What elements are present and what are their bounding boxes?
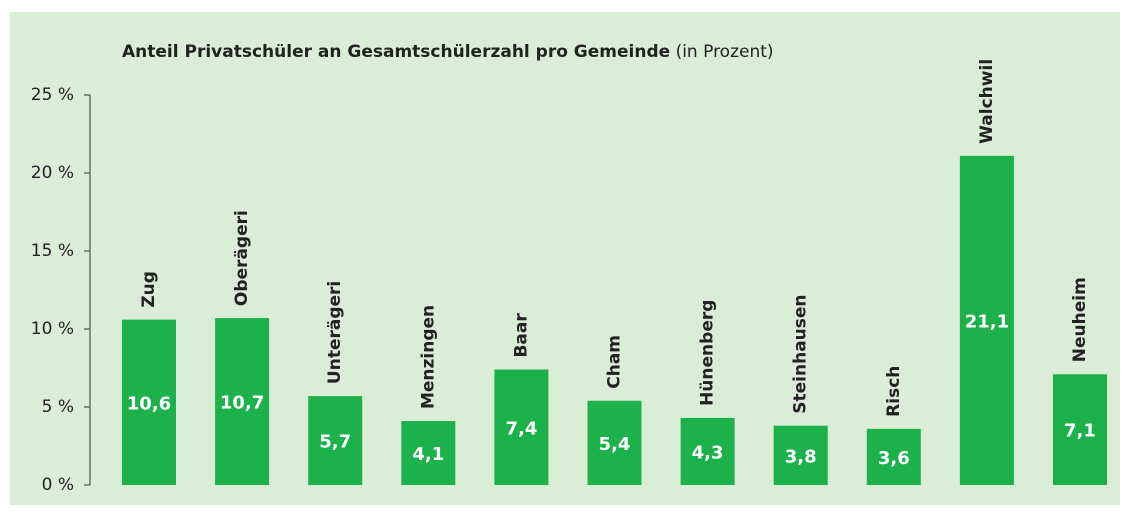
value-label: 21,1 xyxy=(965,311,1009,332)
bar xyxy=(494,369,549,485)
bar xyxy=(308,396,363,485)
bar xyxy=(215,318,270,485)
category-label: Neuheim xyxy=(1070,277,1090,362)
chart-title-group: Anteil Privatschüler an Gesamtschülerzah… xyxy=(122,42,774,62)
bar xyxy=(680,417,735,485)
value-label: 3,6 xyxy=(878,448,910,469)
category-label: Baar xyxy=(511,313,531,358)
bar xyxy=(866,428,921,485)
bar xyxy=(401,421,456,485)
category-label: Unterägeri xyxy=(325,281,345,384)
bar xyxy=(122,319,176,485)
value-label: 10,7 xyxy=(220,393,264,414)
bar xyxy=(587,400,642,485)
category-label: Cham xyxy=(605,335,625,389)
category-label: Menzingen xyxy=(418,305,438,409)
category-label: Hünenberg xyxy=(698,300,718,406)
y-tick-label: 0 % xyxy=(42,475,74,495)
value-label: 7,4 xyxy=(505,418,537,439)
y-tick-label: 25 % xyxy=(31,85,74,105)
category-label: Zug xyxy=(139,271,159,308)
category-label: Risch xyxy=(884,366,904,417)
y-tick-label: 5 % xyxy=(42,397,74,417)
bar xyxy=(773,425,828,485)
value-label: 4,3 xyxy=(692,442,724,463)
chart-title: Anteil Privatschüler an Gesamtschülerzah… xyxy=(122,42,670,62)
y-tick-label: 15 % xyxy=(31,241,74,261)
chart-subtitle: (in Prozent) xyxy=(676,42,774,62)
category-label: Oberägeri xyxy=(232,210,252,306)
bar xyxy=(1053,374,1107,485)
y-tick-label: 10 % xyxy=(31,319,74,339)
value-label: 5,7 xyxy=(319,432,351,453)
value-label: 5,4 xyxy=(599,434,631,455)
category-label: Steinhausen xyxy=(791,294,811,413)
value-label: 10,6 xyxy=(127,393,171,414)
value-label: 7,1 xyxy=(1064,421,1096,442)
chart-background xyxy=(10,12,1120,505)
value-label: 3,8 xyxy=(785,446,817,467)
y-tick-label: 20 % xyxy=(31,163,74,183)
value-label: 4,1 xyxy=(412,444,444,465)
bar xyxy=(959,155,1014,485)
category-label: Walchwil xyxy=(977,59,997,144)
